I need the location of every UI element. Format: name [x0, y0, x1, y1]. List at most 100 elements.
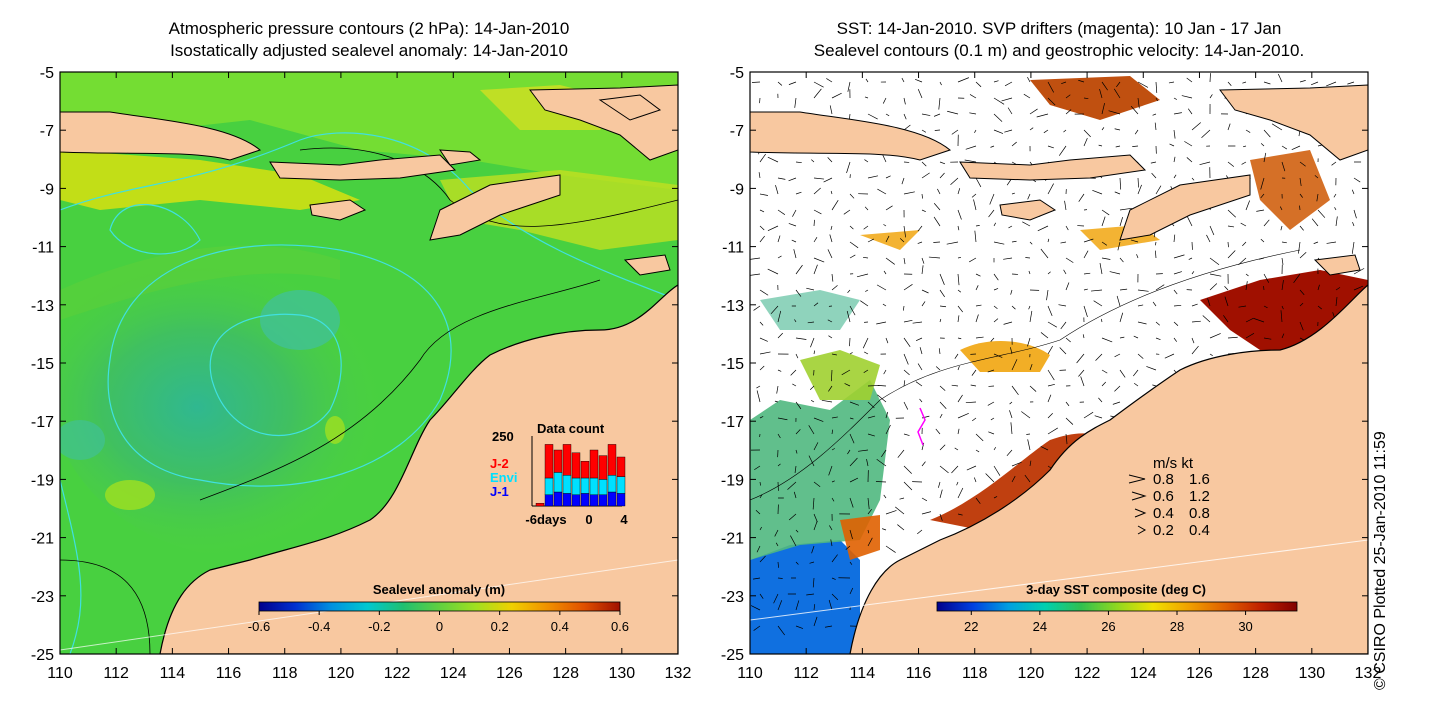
velocity-vector [912, 321, 923, 324]
inset-bar-J-1 [616, 493, 626, 507]
left-australia-land [159, 284, 678, 654]
right-timor-land [1119, 174, 1251, 241]
inset-bar-J-1 [571, 494, 581, 507]
velocity-vector [885, 175, 891, 179]
velocity-vector [1311, 218, 1319, 227]
velocity-vector [1242, 145, 1247, 148]
velocity-vector [956, 481, 959, 486]
velocity-vector [795, 529, 799, 533]
left-colorbar-tick-label: 0 [436, 619, 443, 634]
velocity-vector [1263, 152, 1267, 163]
velocity-vector [875, 481, 887, 483]
velocity-vector [1029, 460, 1032, 467]
velocity-vector [849, 477, 859, 483]
velocity-vector [1299, 302, 1304, 307]
velocity-vector [1326, 241, 1337, 244]
velocity-vector [806, 287, 815, 291]
inset-bar-Envi [589, 477, 599, 495]
left-colorbar-tick-label: 0.2 [491, 619, 509, 634]
velocity-vector [970, 384, 977, 387]
velocity-vector [866, 458, 869, 467]
velocity-vector [917, 363, 923, 371]
velocity-vector [1047, 383, 1055, 387]
velocity-legend-arrow [1128, 474, 1146, 484]
velocity-vector [759, 337, 768, 342]
velocity-vector [795, 625, 804, 629]
velocity-vector [957, 188, 961, 195]
velocity-vector [813, 187, 821, 195]
velocity-vector [788, 177, 797, 182]
left-colorbar-title: Sealevel anomaly (m) [373, 582, 505, 597]
velocity-vector [863, 225, 869, 230]
velocity-vector [903, 337, 911, 348]
velocity-vector [975, 449, 980, 453]
right-title-line2: Sealevel contours (0.1 m) and geostrophi… [813, 41, 1305, 60]
velocity-vector [867, 433, 875, 437]
velocity-vector [1083, 129, 1091, 138]
left-flores-land [439, 149, 482, 166]
velocity-vector [1065, 417, 1074, 425]
inset-bar-J-2 [598, 455, 608, 480]
velocity-vector [1334, 207, 1337, 211]
velocity-vector [939, 385, 946, 391]
velocity-vector [974, 230, 977, 243]
velocity-vector [1093, 300, 1103, 307]
velocity-legend-arrow [1134, 508, 1147, 518]
left-y-tick-label: -7 [40, 123, 54, 140]
velocity-vector [1137, 184, 1142, 195]
velocity-vector [883, 369, 887, 375]
velocity-vector [903, 257, 906, 265]
velocity-vector [759, 225, 765, 231]
velocity-vector [824, 625, 833, 628]
velocity-vector [957, 257, 962, 259]
left-yellow-blob-2 [325, 416, 345, 444]
velocity-vector [1335, 287, 1341, 291]
velocity-vector [987, 369, 995, 373]
velocity-vector [1181, 95, 1193, 99]
velocity-vector [777, 177, 786, 180]
velocity-vector [759, 289, 769, 296]
left-low-anomaly-region [60, 220, 470, 560]
velocity-vector [935, 428, 941, 435]
velocity-legend-ms: 0.6 [1153, 488, 1174, 505]
velocity-legend-ms: 0.2 [1153, 522, 1174, 539]
velocity-vector [795, 600, 800, 611]
velocity-vector [975, 177, 982, 188]
velocity-vector [1137, 177, 1139, 188]
velocity-vector [901, 77, 905, 83]
velocity-legend-arrow [1131, 491, 1147, 501]
velocity-vector [917, 88, 923, 99]
velocity-vector [1058, 145, 1067, 156]
velocity-vector [957, 365, 960, 371]
velocity-vector [921, 129, 927, 133]
inset-bar-J-1 [562, 493, 572, 507]
velocity-vector [1173, 156, 1176, 163]
velocity-vector [1100, 318, 1103, 323]
velocity-vector [831, 369, 833, 382]
velocity-vector [813, 88, 822, 99]
velocity-vector [1065, 109, 1072, 115]
velocity-vector [1101, 241, 1108, 246]
velocity-vector [1011, 461, 1022, 467]
velocity-vector [938, 97, 941, 110]
velocity-vector [1082, 334, 1085, 339]
velocity-vector [1101, 337, 1113, 343]
velocity-vector [957, 77, 970, 83]
velocity-vector [791, 239, 797, 243]
velocity-vector [1101, 369, 1108, 374]
velocity-vector [1011, 161, 1016, 165]
velocity-vector [829, 105, 833, 115]
velocity-vector [1029, 363, 1033, 371]
velocity-vector [847, 289, 851, 294]
velocity-vector [921, 461, 926, 467]
velocity-vector [1132, 145, 1139, 147]
velocity-vector [939, 273, 945, 285]
velocity-vector [1065, 282, 1070, 291]
velocity-vector [1317, 209, 1326, 218]
left-y-tick-label: -13 [31, 298, 54, 315]
velocity-vector [777, 561, 779, 568]
velocity-vector [1029, 108, 1038, 115]
right-tanimbar-land [1313, 254, 1361, 276]
velocity-vector [1173, 129, 1176, 139]
left-x-tick-label: 128 [552, 665, 579, 682]
